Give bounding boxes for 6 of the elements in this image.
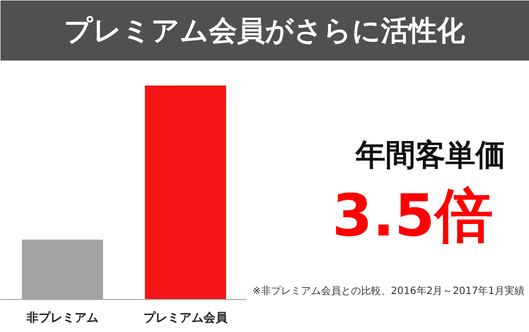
text: 3.5倍 xyxy=(332,182,493,250)
x-tick-label: 非プレミアム xyxy=(25,310,98,324)
x-tick-label: プレミアム会員 xyxy=(143,310,228,324)
text: 年間客単価 xyxy=(354,138,506,173)
chart-title: プレミアム会員がさらに活性化 xyxy=(64,14,466,47)
text: ※非プレミアム会員との比較、2016年2月～2017年1月実績 xyxy=(252,285,525,297)
